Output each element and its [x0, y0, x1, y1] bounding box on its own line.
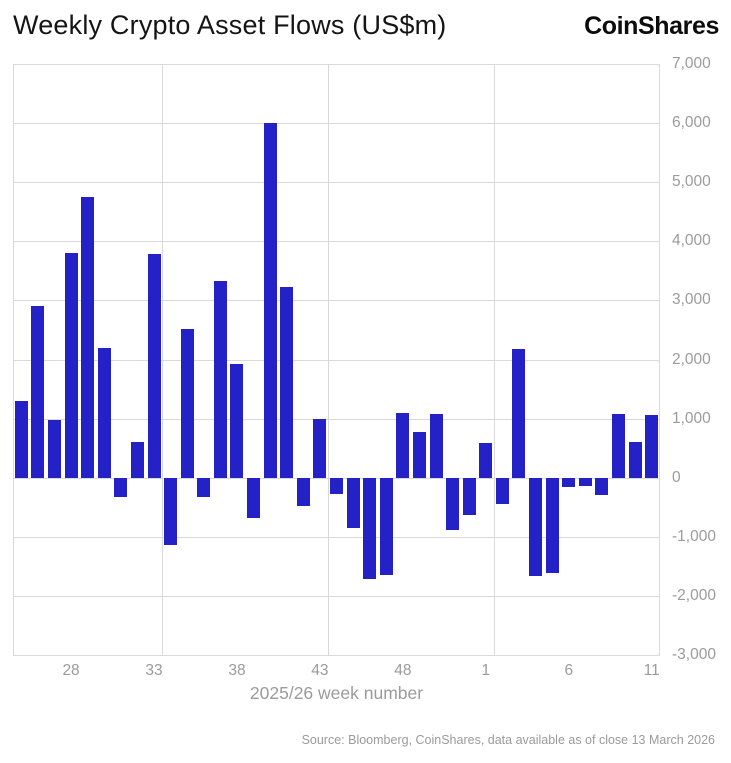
bar — [147, 253, 161, 478]
x-tick-label: 43 — [311, 662, 329, 679]
y-tick-label: 0 — [672, 468, 681, 486]
bar — [346, 477, 360, 528]
y-tick-label: -1,000 — [672, 527, 716, 545]
bar — [130, 442, 144, 478]
y-tick-label: 1,000 — [672, 409, 711, 427]
bar — [197, 477, 211, 497]
x-tick-label: 38 — [228, 662, 246, 679]
x-tick-label: 1 — [481, 662, 491, 679]
bar — [545, 477, 559, 574]
bar — [64, 253, 78, 478]
bar — [280, 286, 294, 478]
x-tick-label: 48 — [394, 662, 412, 679]
bar — [628, 442, 642, 478]
h-gridline — [13, 300, 660, 302]
x-tick-label: 28 — [62, 662, 80, 679]
bar — [247, 477, 261, 519]
v-gridline — [13, 64, 14, 655]
bar — [446, 477, 460, 531]
y-tick-label: 7,000 — [672, 55, 711, 72]
bar — [595, 477, 609, 496]
y-tick-label: 2,000 — [672, 350, 711, 368]
y-tick-label: 6,000 — [672, 114, 711, 132]
x-tick-label: 11 — [643, 662, 660, 679]
bar — [562, 477, 576, 488]
h-gridline — [13, 182, 660, 184]
bar — [578, 477, 592, 486]
bar — [31, 306, 45, 478]
y-axis-labels: 7,000 6,000 5,000 4,000 3,000 2,000 1,000 0 -1,0… — [672, 55, 731, 663]
bar — [81, 196, 95, 478]
bar — [379, 477, 393, 575]
h-gridline — [13, 241, 660, 243]
bar — [313, 419, 327, 478]
bar — [429, 413, 443, 478]
bar — [14, 400, 28, 478]
bar — [363, 477, 377, 580]
bar — [529, 477, 543, 576]
h-gridline — [13, 418, 660, 420]
bar — [512, 348, 526, 478]
bar — [462, 477, 476, 515]
h-gridline — [13, 123, 660, 125]
bar — [97, 347, 111, 478]
chart-title: Weekly Crypto Asset Flows (US$m) — [13, 10, 447, 40]
h-gridline — [13, 655, 660, 656]
y-tick-label: 3,000 — [672, 291, 711, 309]
coinshares-logo: CoinShares — [584, 12, 719, 40]
bar — [164, 477, 178, 546]
x-tick-label: 6 — [564, 662, 574, 679]
bar — [114, 477, 128, 498]
bar — [213, 280, 227, 478]
y-tick-label: -2,000 — [672, 586, 716, 604]
bar — [495, 477, 509, 504]
bar — [645, 415, 659, 478]
bar — [180, 328, 194, 478]
bar — [612, 413, 626, 478]
v-gridline — [659, 64, 660, 655]
y-tick-label: 5,000 — [672, 173, 711, 191]
y-tick-label: 4,000 — [672, 232, 711, 250]
bar — [47, 419, 61, 478]
bar — [296, 477, 310, 507]
x-axis-title: 2025/26 week number — [249, 683, 424, 703]
bar — [263, 122, 277, 478]
x-tick-label: 33 — [145, 662, 163, 679]
bar — [396, 412, 410, 478]
h-gridline — [13, 595, 660, 597]
bar — [330, 477, 343, 494]
bar — [412, 431, 426, 478]
plot-area — [13, 64, 660, 656]
h-gridline — [13, 359, 660, 361]
v-gridline — [328, 64, 330, 655]
bar — [479, 443, 493, 478]
bar — [230, 363, 244, 478]
h-gridline — [13, 536, 660, 538]
v-gridline — [162, 64, 164, 655]
v-gridline — [494, 64, 496, 655]
y-tick-label: -3,000 — [672, 646, 716, 663]
h-gridline — [13, 64, 660, 65]
footer-source: Source: Bloomberg, CoinShares, data avai… — [301, 733, 715, 747]
